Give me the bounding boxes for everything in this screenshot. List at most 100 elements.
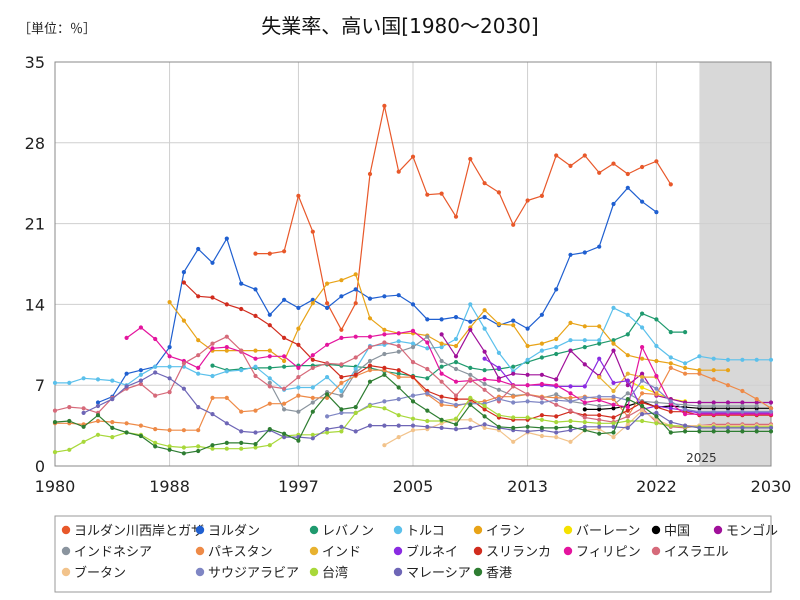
series-point [496, 424, 501, 429]
series-point [625, 414, 630, 419]
series-point [597, 417, 602, 422]
series-point [611, 435, 616, 440]
series-point [181, 361, 186, 366]
series-point [625, 332, 630, 337]
series-point [425, 317, 430, 322]
series-point [582, 428, 587, 433]
series-point [582, 420, 587, 425]
series-point [625, 353, 630, 358]
series-point [153, 370, 158, 375]
series-point [554, 430, 559, 435]
series-point [296, 375, 301, 380]
series-point [253, 364, 258, 369]
series-point [282, 431, 287, 436]
series-point [668, 399, 673, 404]
series-point [267, 312, 272, 317]
series-point [396, 423, 401, 428]
series-point [210, 346, 215, 351]
series-point [453, 214, 459, 219]
series-point [468, 302, 473, 307]
series-point [81, 406, 86, 411]
x-tick-label: 2030 [751, 477, 792, 496]
series-point [167, 300, 172, 305]
series-line [584, 400, 771, 410]
series-point [339, 424, 344, 429]
series-point [210, 341, 215, 346]
series-point [196, 428, 201, 433]
series-point [754, 409, 759, 414]
series-point [568, 320, 573, 325]
series-point [138, 433, 143, 439]
series-point [439, 364, 444, 369]
series-point [339, 362, 344, 367]
series-point [253, 373, 258, 379]
series-point [439, 425, 444, 430]
series-point [468, 156, 473, 162]
x-tick-label: 2022 [636, 477, 677, 496]
series-point [697, 354, 702, 359]
series-point [382, 294, 387, 299]
series-point [482, 425, 487, 430]
legend-marker [195, 525, 205, 535]
series-point [367, 345, 373, 350]
series-point [367, 363, 373, 368]
series-point [52, 380, 58, 385]
series-point [310, 409, 315, 414]
series-point [683, 371, 688, 376]
series-point [625, 371, 630, 376]
series-point [310, 353, 315, 358]
series-point [439, 358, 444, 364]
series-point [167, 345, 172, 350]
series-point [339, 388, 344, 394]
series-point [625, 418, 630, 424]
series-point [52, 450, 58, 455]
series-point [339, 380, 344, 385]
series-point [482, 422, 487, 427]
legend-marker [393, 546, 403, 556]
series-point [196, 444, 201, 449]
series-point [282, 297, 287, 302]
series-point [611, 338, 616, 343]
series-point [711, 356, 716, 361]
series-point [640, 403, 645, 409]
series-point [167, 364, 172, 369]
series-point [396, 371, 401, 376]
series-point [654, 421, 659, 426]
series-point [668, 409, 673, 414]
series-point [339, 407, 344, 412]
series-point [267, 401, 272, 406]
series-point [239, 429, 244, 434]
series-point [597, 421, 602, 426]
series-point [282, 358, 287, 364]
series-point [267, 384, 272, 389]
series-point [396, 349, 401, 354]
series-point [267, 427, 272, 432]
series-point [425, 418, 430, 424]
series-point [210, 446, 215, 451]
series-point [396, 435, 401, 440]
series-point [525, 198, 530, 203]
series-point [138, 325, 143, 330]
series-point [95, 400, 101, 405]
series-point [625, 397, 630, 402]
series-point [597, 356, 602, 361]
series-point [453, 354, 459, 359]
series-point [640, 408, 645, 413]
series-point [124, 421, 129, 426]
series-point [554, 414, 559, 419]
series-point [382, 340, 387, 345]
series-point [697, 409, 702, 414]
series-point [439, 417, 444, 422]
series-point [597, 170, 602, 175]
series-point [153, 444, 158, 449]
legend-label: フィリピン [576, 545, 641, 560]
series-point [196, 246, 201, 252]
series-point [582, 362, 587, 367]
series-point [754, 403, 759, 409]
series-point [768, 409, 774, 414]
series-point [239, 440, 244, 445]
legend-marker [651, 546, 661, 556]
series-point [267, 365, 272, 370]
series-point [482, 368, 487, 373]
series-point [697, 368, 702, 373]
